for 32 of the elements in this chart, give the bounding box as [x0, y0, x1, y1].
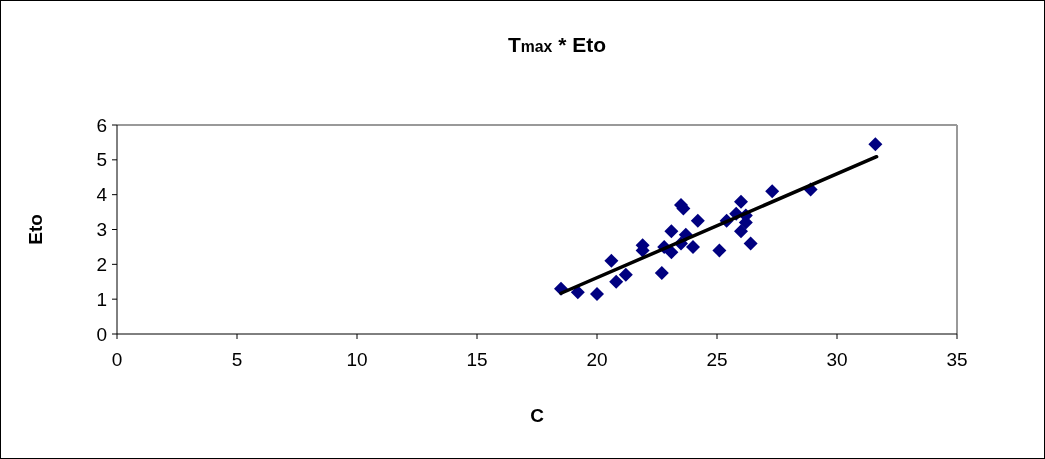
y-tick-label: 6 — [96, 114, 107, 136]
x-tick-label: 35 — [946, 349, 968, 370]
chart-title: Tmax * Eto — [507, 33, 607, 56]
y-tick-label: 0 — [96, 323, 107, 345]
x-tick-label: 10 — [346, 349, 368, 370]
y-tick-label: 1 — [96, 288, 107, 310]
point — [604, 253, 619, 268]
point — [618, 267, 633, 282]
point — [765, 184, 780, 199]
point — [609, 274, 624, 289]
point — [690, 213, 705, 228]
point — [654, 266, 669, 281]
point — [743, 236, 758, 251]
point — [712, 243, 727, 258]
y-tick-label: 5 — [96, 149, 107, 171]
y-axis-title: Eto — [25, 214, 46, 245]
x-tick-label: 0 — [111, 349, 123, 370]
x-tick-label: 5 — [231, 349, 243, 370]
y-tick-label: 4 — [96, 184, 108, 206]
point — [734, 224, 748, 239]
y-tick-label: 2 — [96, 253, 107, 275]
point — [868, 137, 883, 152]
x-axis-title: C — [530, 405, 545, 426]
x-tick-label: 20 — [586, 349, 608, 370]
y-tick-label: 3 — [96, 219, 107, 241]
point — [734, 194, 748, 209]
point — [686, 239, 700, 254]
x-tick-label: 15 — [466, 349, 488, 370]
x-tick-label: 30 — [826, 349, 848, 370]
point — [590, 286, 604, 301]
x-tick-label: 25 — [706, 349, 728, 370]
point — [664, 224, 679, 239]
